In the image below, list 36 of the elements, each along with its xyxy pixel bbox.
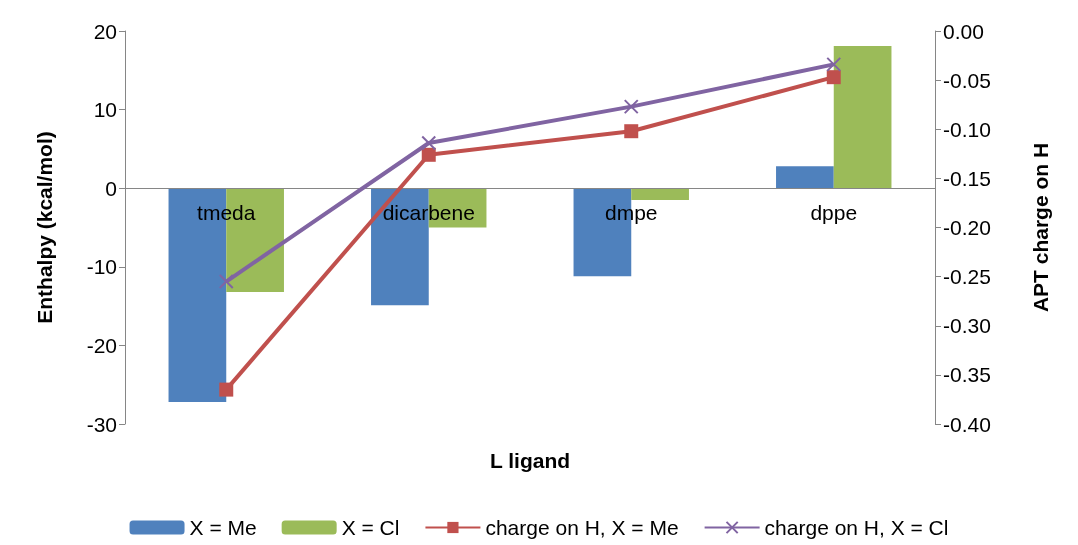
point	[826, 70, 841, 85]
point	[219, 382, 234, 397]
bar	[631, 188, 689, 200]
y2-tick-label: -0.25	[943, 265, 991, 289]
y-axis-title: Enthalpy (kcal/mol)	[33, 131, 56, 324]
y2-tick-label: -0.20	[943, 216, 991, 239]
point	[421, 147, 436, 162]
x-axis-title: L ligand	[489, 449, 571, 473]
point	[624, 124, 639, 139]
y-tick-label: -30	[86, 412, 117, 436]
y2-tick-label: -0.15	[943, 166, 991, 190]
y2-tick-label: -0.05	[943, 68, 991, 92]
y2-axis-title: APT charge on H	[1029, 142, 1052, 313]
y-tick-label: 20	[93, 19, 117, 43]
x-tick-label: dicarbene	[382, 201, 475, 225]
y-tick-label: 0	[105, 176, 117, 200]
y-tick-label: 10	[93, 98, 117, 122]
y2-tick-label: -0.35	[943, 363, 991, 387]
y2-tick-label: 0.00	[943, 19, 984, 43]
x-tick-label: dppe	[810, 201, 858, 225]
y-tick-label: -10	[86, 255, 117, 279]
point	[421, 135, 437, 151]
point	[826, 56, 842, 72]
legend-label: charge on H, X = Cl	[764, 516, 949, 539]
point	[218, 274, 234, 290]
bar	[833, 45, 892, 189]
x-tick-label: tmeda	[197, 201, 256, 225]
y2-tick-label: -0.40	[943, 412, 991, 436]
legend-label: charge on H, X = Me	[485, 516, 679, 539]
legend-label: X = Cl	[341, 516, 400, 539]
y-tick-label: -20	[86, 333, 117, 357]
point	[623, 99, 639, 115]
y2-tick-label: -0.30	[943, 314, 991, 338]
bar	[776, 166, 834, 189]
y2-tick-label: -0.10	[943, 117, 991, 141]
legend-label: X = Me	[189, 516, 257, 539]
